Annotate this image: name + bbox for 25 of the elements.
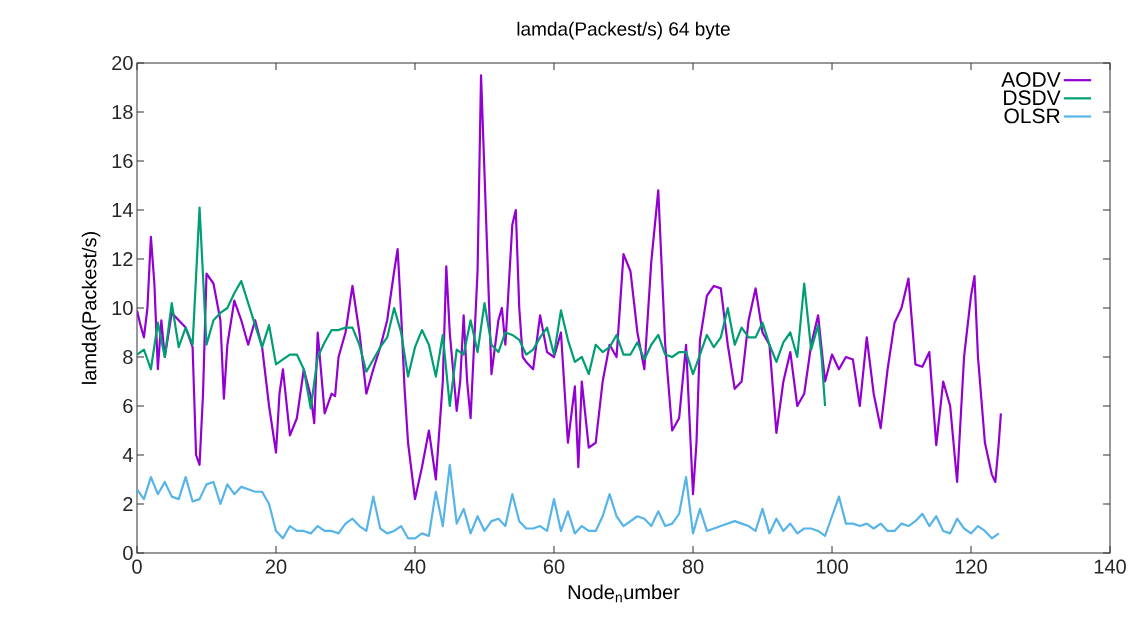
x-tick-label: 120: [955, 559, 987, 574]
chart-title: lamda(Packest/s) 64 byte: [517, 21, 730, 40]
legend-label: DSDV: [1004, 90, 1061, 106]
y-tick-label: 16: [112, 153, 133, 169]
y-tick-label: 10: [112, 300, 133, 316]
y-tick-label: 0: [123, 545, 133, 561]
y-tick-label: 8: [123, 349, 133, 365]
x-tick-label: 20: [265, 559, 287, 574]
y-axis-title: lamda(Packest/s): [81, 232, 101, 384]
line-series: [137, 74, 1002, 501]
y-tick-label: 6: [123, 398, 133, 414]
y-tick-label: 2: [123, 497, 133, 511]
x-axis-title: Node$_{n}$umber: [568, 584, 680, 603]
x-tick-label: 140: [1094, 559, 1126, 574]
x-tick-label: 100: [816, 559, 848, 574]
x-tick-label: 80: [682, 559, 704, 574]
legend-label: OLSR: [1004, 108, 1060, 124]
y-tick-label: 18: [112, 104, 133, 120]
y-tick-label: 20: [112, 55, 133, 71]
y-tick-label: 14: [112, 203, 133, 217]
legend-label: AODV: [1001, 72, 1061, 87]
x-tick-label: 40: [404, 559, 426, 574]
y-tick-label: 12: [112, 252, 133, 266]
x-tick-label: 60: [543, 559, 565, 574]
y-tick-label: 4: [122, 448, 133, 462]
